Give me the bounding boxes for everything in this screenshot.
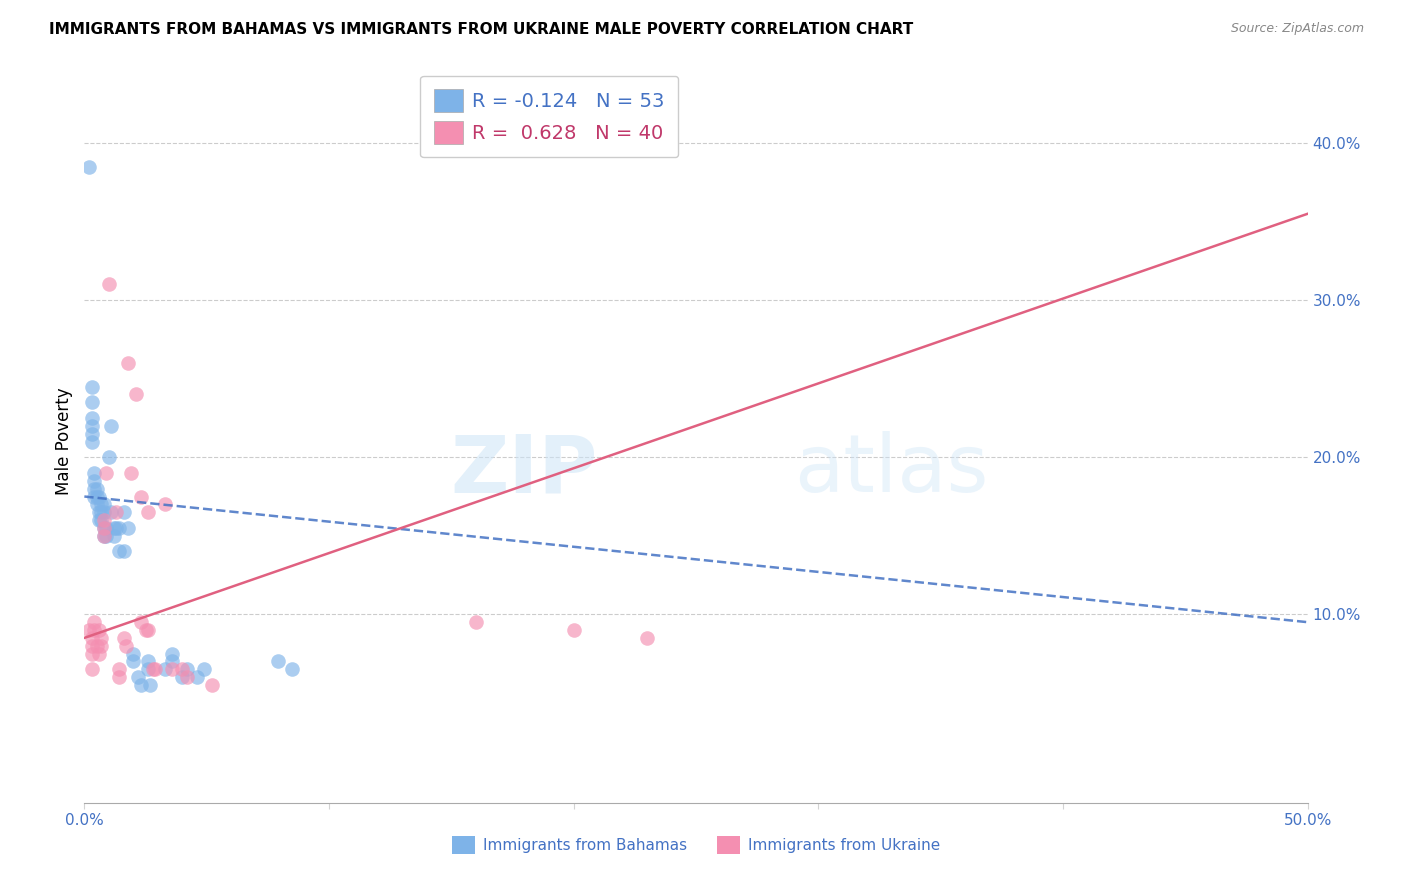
- Point: [176, 670, 198, 684]
- Point: [136, 655, 159, 669]
- Point: [162, 655, 184, 669]
- Point: [77, 160, 100, 174]
- Point: [80, 395, 103, 409]
- Legend: Immigrants from Bahamas, Immigrants from Ukraine: Immigrants from Bahamas, Immigrants from…: [446, 830, 946, 860]
- Point: [103, 521, 125, 535]
- Point: [97, 450, 120, 465]
- Point: [172, 662, 194, 676]
- Point: [93, 513, 115, 527]
- Point: [83, 490, 105, 504]
- Point: [87, 623, 110, 637]
- Point: [636, 631, 658, 645]
- Point: [120, 466, 142, 480]
- Point: [80, 426, 103, 441]
- Point: [112, 544, 135, 558]
- Point: [93, 521, 115, 535]
- Point: [90, 505, 112, 519]
- Point: [80, 411, 103, 425]
- Point: [80, 631, 103, 645]
- Point: [90, 631, 112, 645]
- Point: [112, 505, 135, 519]
- Point: [135, 623, 157, 637]
- Point: [77, 623, 100, 637]
- Point: [122, 655, 145, 669]
- Point: [83, 615, 105, 630]
- Point: [86, 497, 108, 511]
- Point: [80, 647, 103, 661]
- Point: [80, 662, 103, 676]
- Point: [80, 418, 103, 433]
- Point: [153, 497, 176, 511]
- Point: [105, 521, 128, 535]
- Point: [200, 678, 222, 692]
- Point: [83, 623, 105, 637]
- Point: [100, 418, 122, 433]
- Point: [136, 623, 159, 637]
- Point: [90, 513, 112, 527]
- Point: [281, 662, 304, 676]
- Point: [87, 490, 110, 504]
- Point: [90, 497, 112, 511]
- Point: [93, 521, 115, 535]
- Point: [266, 655, 288, 669]
- Point: [86, 639, 108, 653]
- Point: [80, 434, 103, 449]
- Point: [117, 521, 139, 535]
- Point: [87, 513, 110, 527]
- Point: [96, 521, 118, 535]
- Point: [86, 490, 108, 504]
- Point: [96, 529, 118, 543]
- Point: [107, 662, 129, 676]
- Point: [136, 662, 159, 676]
- Point: [464, 615, 486, 630]
- Point: [93, 529, 115, 543]
- Point: [122, 647, 145, 661]
- Point: [112, 631, 135, 645]
- Point: [129, 490, 152, 504]
- Text: Source: ZipAtlas.com: Source: ZipAtlas.com: [1230, 22, 1364, 36]
- Point: [125, 387, 148, 401]
- Point: [93, 505, 115, 519]
- Point: [176, 662, 198, 676]
- Point: [139, 678, 162, 692]
- Point: [90, 639, 112, 653]
- Point: [103, 529, 125, 543]
- Point: [129, 615, 152, 630]
- Point: [86, 482, 108, 496]
- Point: [186, 670, 208, 684]
- Point: [97, 277, 120, 292]
- Point: [83, 466, 105, 480]
- Point: [142, 662, 165, 676]
- Point: [129, 678, 152, 692]
- Point: [562, 623, 585, 637]
- Point: [107, 670, 129, 684]
- Point: [83, 482, 105, 496]
- Point: [136, 505, 159, 519]
- Point: [153, 662, 176, 676]
- Point: [115, 639, 138, 653]
- Point: [87, 505, 110, 519]
- Point: [96, 466, 118, 480]
- Point: [105, 505, 128, 519]
- Y-axis label: Male Poverty: Male Poverty: [55, 388, 73, 495]
- Point: [83, 474, 105, 488]
- Point: [107, 521, 129, 535]
- Point: [143, 662, 166, 676]
- Point: [80, 639, 103, 653]
- Point: [193, 662, 215, 676]
- Point: [87, 647, 110, 661]
- Point: [93, 497, 115, 511]
- Point: [80, 379, 103, 393]
- Point: [162, 647, 184, 661]
- Point: [172, 670, 194, 684]
- Point: [107, 544, 129, 558]
- Point: [93, 529, 115, 543]
- Text: IMMIGRANTS FROM BAHAMAS VS IMMIGRANTS FROM UKRAINE MALE POVERTY CORRELATION CHAR: IMMIGRANTS FROM BAHAMAS VS IMMIGRANTS FR…: [49, 22, 914, 37]
- Point: [162, 662, 184, 676]
- Point: [127, 670, 149, 684]
- Text: ZIP: ZIP: [451, 432, 598, 509]
- Point: [100, 505, 122, 519]
- Text: atlas: atlas: [794, 432, 988, 509]
- Point: [117, 356, 139, 370]
